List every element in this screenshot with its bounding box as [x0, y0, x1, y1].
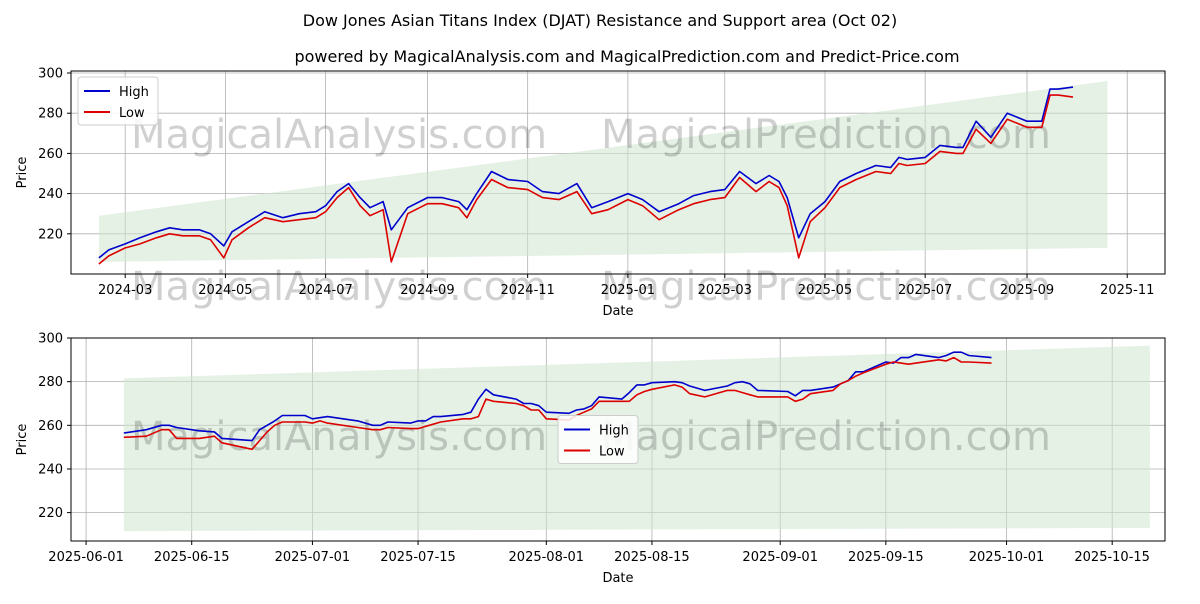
y-tick-label: 300 — [38, 67, 63, 82]
plot-frame — [70, 337, 1166, 542]
y-tick-label: 260 — [38, 419, 63, 434]
y-tick-label: 240 — [38, 462, 63, 477]
legend-label-high: High — [119, 85, 149, 100]
x-tick-label: 2024-05 — [198, 283, 252, 298]
x-tick-label: 2025-09-15 — [848, 550, 924, 565]
watermark-group: MagicalAnalysis.com MagicalPrediction.com… — [131, 112, 1051, 310]
watermark-magicalanalysis: MagicalAnalysis.com — [131, 264, 547, 310]
y-tick-label: 260 — [38, 147, 63, 162]
x-tick-label: 2025-10-15 — [1074, 550, 1150, 565]
y-tick-label: 300 — [38, 332, 63, 347]
y-tick-label: 220 — [38, 227, 63, 242]
x-tick-label: 2024-03 — [98, 283, 152, 298]
legend-label-high: High — [599, 424, 629, 439]
watermark-magicalprediction: MagicalPrediction.com — [601, 414, 1051, 460]
x-tick-label: 2025-08-01 — [509, 550, 585, 565]
x-tick-label: 2024-07 — [298, 283, 352, 298]
x-tick-label: 2025-08-15 — [614, 550, 690, 565]
watermark-magicalprediction: MagicalPrediction.com — [601, 264, 1051, 310]
chart-subtitle: powered by MagicalAnalysis.com and Magic… — [294, 47, 959, 66]
x-tick-label: 2025-11 — [1100, 283, 1154, 298]
x-tick-label: 2025-10-01 — [969, 550, 1045, 565]
series-line-high — [98, 86, 1074, 259]
watermark-group: MagicalAnalysis.com MagicalPrediction.com — [131, 414, 1051, 460]
bottom-panel: MagicalAnalysis.com MagicalPrediction.com… — [15, 332, 1166, 586]
watermark-magicalanalysis: MagicalAnalysis.com — [131, 414, 547, 460]
chart-title: Dow Jones Asian Titans Index (DJAT) Resi… — [303, 11, 897, 30]
x-tick-label: 2025-07-01 — [275, 550, 351, 565]
y-tick-label: 240 — [38, 187, 63, 202]
series-line-low — [98, 94, 1074, 265]
x-axis-label: Date — [602, 571, 633, 586]
x-tick-label: 2025-01 — [601, 283, 655, 298]
watermark-magicalprediction: MagicalPrediction.com — [601, 112, 1051, 158]
x-tick-label: 2024-11 — [500, 283, 554, 298]
x-tick-label: 2024-09 — [400, 283, 454, 298]
series-line-high — [123, 351, 992, 442]
top-panel: MagicalAnalysis.com MagicalPrediction.com… — [15, 67, 1166, 319]
x-tick-label: 2025-07-15 — [380, 550, 456, 565]
support-resistance-band — [98, 81, 1108, 262]
legend-label-low: Low — [599, 445, 625, 460]
legend: High Low — [557, 415, 639, 464]
legend-label-low: Low — [119, 106, 145, 121]
watermark-magicalanalysis: MagicalAnalysis.com — [131, 112, 547, 158]
y-axis-label: Price — [15, 424, 30, 456]
y-axis-label: Price — [15, 157, 30, 189]
x-tick-label: 2025-03 — [698, 283, 752, 298]
x-tick-label: 2025-06-01 — [48, 550, 124, 565]
x-tick-label: 2025-05 — [798, 283, 852, 298]
y-tick-label: 280 — [38, 375, 63, 390]
legend: High Low — [77, 76, 159, 126]
x-tick-label: 2025-06-15 — [154, 550, 230, 565]
y-tick-label: 220 — [38, 506, 63, 521]
y-tick-label: 280 — [38, 107, 63, 122]
x-tick-label: 2025-09 — [1000, 283, 1054, 298]
x-tick-label: 2025-07 — [898, 283, 952, 298]
plot-frame — [70, 70, 1166, 275]
x-tick-label: 2025-09-01 — [742, 550, 818, 565]
x-axis-label: Date — [602, 304, 633, 319]
